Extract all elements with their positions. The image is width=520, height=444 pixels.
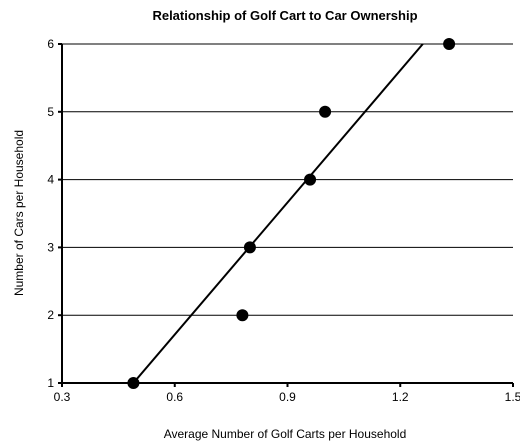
x-tick-label: 0.6	[166, 390, 183, 404]
y-tick-label: 4	[47, 173, 54, 187]
y-tick-label: 3	[47, 240, 54, 254]
data-point	[443, 38, 456, 50]
y-axis-ticks: 1 2 3 4 5 6	[47, 37, 62, 390]
axes	[61, 44, 513, 384]
x-axis-ticks: 0.3 0.6 0.9 1.2 1.5	[54, 383, 520, 404]
data-point	[319, 105, 332, 118]
data-point	[304, 173, 317, 186]
trendline-group	[132, 43, 424, 384]
data-point	[127, 377, 140, 389]
y-tick-label: 2	[47, 308, 54, 322]
data-points	[127, 38, 456, 389]
chart-title: Relationship of Golf Cart to Car Ownersh…	[152, 8, 417, 23]
y-tick-label: 1	[47, 376, 54, 390]
x-axis-label: Average Number of Golf Carts per Househo…	[164, 427, 407, 441]
data-point	[236, 309, 249, 322]
x-tick-label: 1.5	[505, 390, 520, 404]
y-axis-label: Number of Cars per Household	[12, 130, 26, 296]
gridlines	[62, 43, 513, 316]
y-tick-label: 5	[47, 105, 54, 119]
x-tick-label: 0.9	[279, 390, 296, 404]
y-tick-label: 6	[47, 37, 54, 51]
trendline	[132, 43, 424, 384]
data-point	[243, 241, 256, 254]
x-tick-label: 0.3	[54, 390, 71, 404]
x-tick-label: 1.2	[392, 390, 409, 404]
